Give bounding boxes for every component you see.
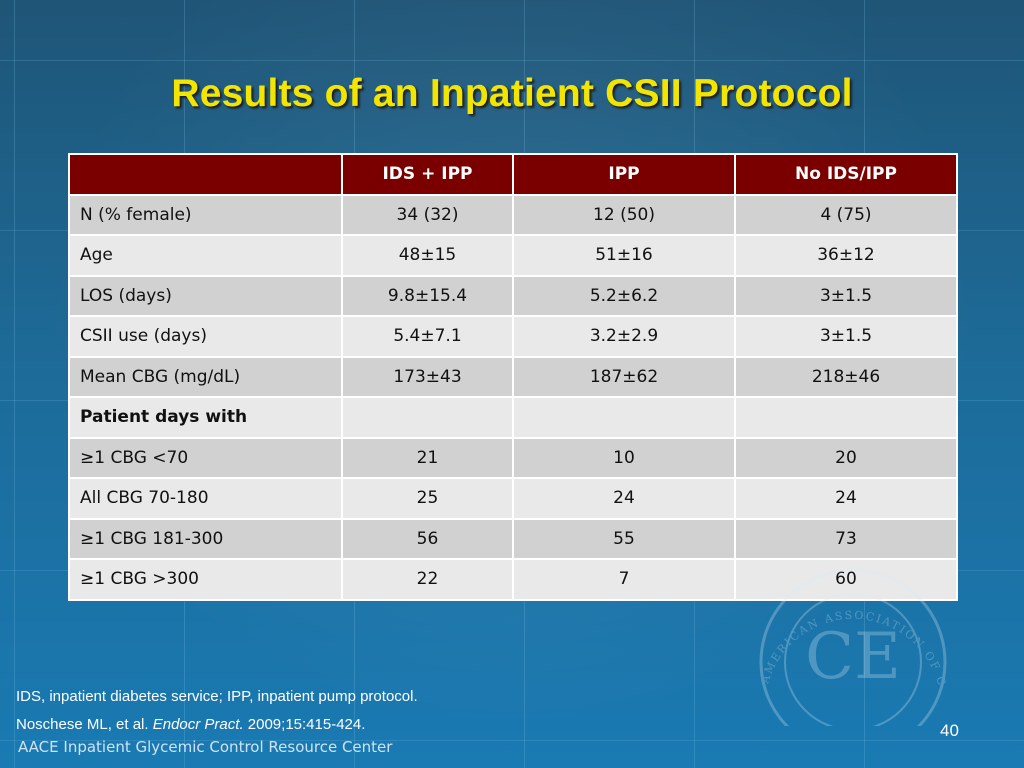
table-cell: 12 (50)	[512, 193, 736, 236]
table-row: LOS (days) 9.8±15.4 5.2±6.2 3±1.5	[68, 274, 958, 317]
row-label: N (% female)	[68, 193, 343, 236]
table-cell: 5.2±6.2	[512, 274, 736, 317]
table-cell: 10	[512, 436, 736, 479]
table-cell: 3±1.5	[734, 315, 958, 358]
header-cell-ipp: IPP	[512, 153, 736, 196]
citation-details: 2009;15:415-424.	[247, 716, 366, 733]
table-cell: 55	[512, 517, 736, 560]
table-row: N (% female) 34 (32) 12 (50) 4 (75)	[68, 193, 958, 236]
table-row: All CBG 70-180 25 24 24	[68, 477, 958, 520]
table-row: ≥1 CBG <70 21 10 20	[68, 436, 958, 479]
table-cell: 20	[734, 436, 958, 479]
header-cell-ids-ipp: IDS + IPP	[341, 153, 514, 196]
table-cell: 5.4±7.1	[341, 315, 514, 358]
seal-initials: CE	[805, 620, 901, 694]
citation-journal: Endocr Pract.	[152, 716, 244, 733]
table-cell	[512, 396, 736, 439]
table-cell: 7	[512, 558, 736, 601]
row-label: All CBG 70-180	[68, 477, 343, 520]
slide-title: Results of an Inpatient CSII Protocol	[171, 72, 853, 115]
table-cell: 25	[341, 477, 514, 520]
section-label: Patient days with	[68, 396, 343, 439]
abbreviations-footnote: IDS, inpatient diabetes service; IPP, in…	[16, 688, 418, 705]
row-label: LOS (days)	[68, 274, 343, 317]
table-cell: 51±16	[512, 234, 736, 277]
row-label: ≥1 CBG <70	[68, 436, 343, 479]
table-cell: 3±1.5	[734, 274, 958, 317]
table-cell: 173±43	[341, 355, 514, 398]
citation-authors: Noschese ML, et al.	[16, 716, 149, 733]
header-cell-empty	[68, 153, 343, 196]
organization-label: AACE Inpatient Glycemic Control Resource…	[18, 738, 393, 756]
table-row: ≥1 CBG 181-300 56 55 73	[68, 517, 958, 560]
table-cell: 48±15	[341, 234, 514, 277]
table-cell: 9.8±15.4	[341, 274, 514, 317]
table-cell: 4 (75)	[734, 193, 958, 236]
table-section-row: Patient days with	[68, 396, 958, 439]
table-cell: 21	[341, 436, 514, 479]
table-cell: 60	[734, 558, 958, 601]
page-number: 40	[940, 721, 959, 740]
table-row: Age 48±15 51±16 36±12	[68, 234, 958, 277]
table-cell: 24	[512, 477, 736, 520]
table-cell: 73	[734, 517, 958, 560]
row-label: Age	[68, 234, 343, 277]
row-label: ≥1 CBG >300	[68, 558, 343, 601]
header-cell-no-ids-ipp: No IDS/IPP	[734, 153, 958, 196]
table-cell: 24	[734, 477, 958, 520]
table-header-row: IDS + IPP IPP No IDS/IPP	[68, 153, 958, 196]
table-cell: 3.2±2.9	[512, 315, 736, 358]
citation-footnote: Noschese ML, et al. Endocr Pract. 2009;1…	[16, 716, 365, 733]
table-cell: 218±46	[734, 355, 958, 398]
table-row: Mean CBG (mg/dL) 173±43 187±62 218±46	[68, 355, 958, 398]
table-cell: 187±62	[512, 355, 736, 398]
table-cell	[341, 396, 514, 439]
row-label: Mean CBG (mg/dL)	[68, 355, 343, 398]
table-row: CSII use (days) 5.4±7.1 3.2±2.9 3±1.5	[68, 315, 958, 358]
table-cell: 22	[341, 558, 514, 601]
row-label: ≥1 CBG 181-300	[68, 517, 343, 560]
results-table: IDS + IPP IPP No IDS/IPP N (% female) 34…	[68, 153, 958, 601]
row-label: CSII use (days)	[68, 315, 343, 358]
table-cell	[734, 396, 958, 439]
table-cell: 56	[341, 517, 514, 560]
table-cell: 36±12	[734, 234, 958, 277]
table-cell: 34 (32)	[341, 193, 514, 236]
table-row: ≥1 CBG >300 22 7 60	[68, 558, 958, 601]
